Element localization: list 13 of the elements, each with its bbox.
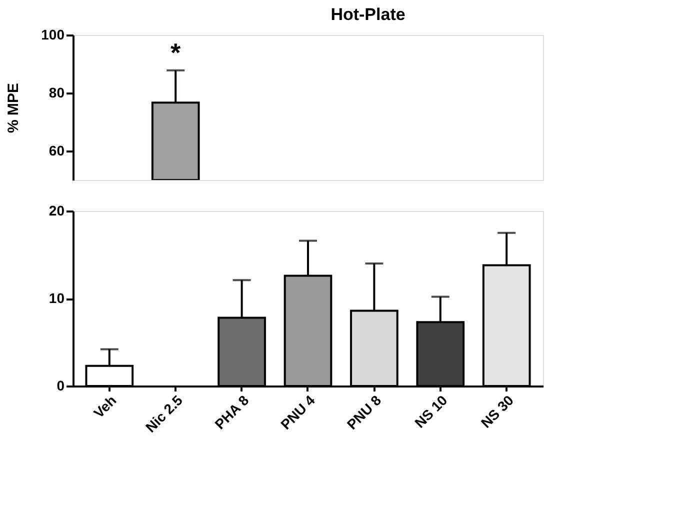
x-tick-label: Veh [90, 392, 120, 422]
y-tick-label: 100 [41, 26, 65, 42]
y-tick-label: 60 [48, 142, 65, 158]
annotation: * [170, 37, 182, 68]
y-axis-title: % MPE [5, 82, 22, 134]
chart-title: Hot-Plate [330, 5, 406, 24]
y-tick-label: 80 [48, 84, 65, 100]
x-tick-label: Nic 2.5 [142, 392, 186, 436]
y-tick-label: 0 [56, 378, 65, 394]
y-tick-label: 20 [48, 202, 65, 218]
x-tick-label: NS 10 [411, 392, 450, 431]
x-tick-label: NS 30 [478, 392, 517, 431]
y-tick-label: 10 [48, 290, 65, 306]
